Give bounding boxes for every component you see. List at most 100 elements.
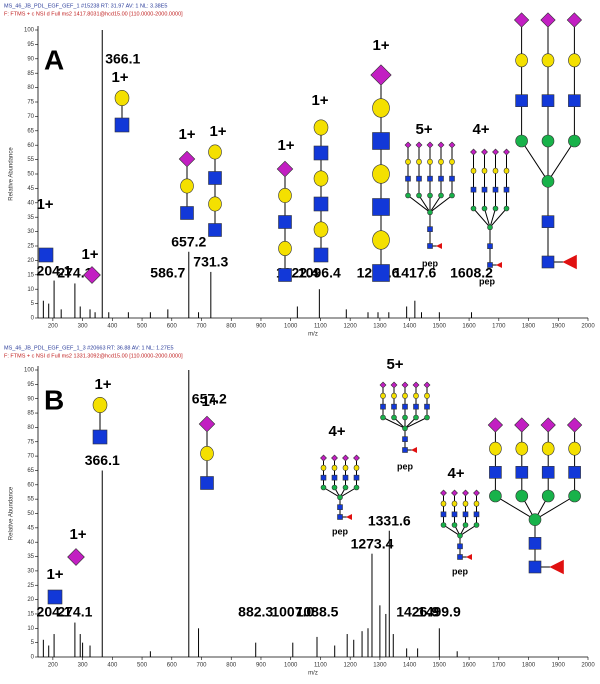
x-tick-label: 1500 — [433, 324, 447, 330]
x-tick-label: 700 — [197, 324, 208, 330]
glycan-link — [521, 140, 549, 182]
y-tick-label: 25 — [27, 244, 34, 250]
glycan-circle — [380, 414, 386, 421]
glycan-circle — [208, 144, 222, 160]
glycan-square — [47, 589, 63, 605]
x-tick-label: 1100 — [314, 324, 328, 330]
y-tick-label: 0 — [31, 316, 35, 322]
glycan-circle — [427, 158, 433, 165]
glycan-diamond — [440, 489, 447, 497]
glycan-circle — [470, 205, 477, 212]
glycan-circle — [438, 192, 444, 199]
glycan-diamond — [423, 381, 431, 389]
glycan-square — [473, 511, 480, 518]
glycan-square — [427, 243, 433, 249]
glycan-circle — [487, 224, 493, 231]
y-tick-label: 85 — [27, 71, 34, 77]
glycan-circle — [200, 446, 214, 461]
glycan-link — [534, 495, 575, 521]
glycan-diamond — [83, 266, 101, 284]
glycan-square — [353, 474, 360, 481]
glycan-link — [473, 208, 491, 228]
glycan-circle — [515, 134, 528, 148]
y-tick-label: 100 — [24, 368, 35, 374]
glycan-circle — [568, 134, 581, 148]
glycan-circle — [402, 392, 408, 399]
y-tick-label: 45 — [27, 525, 34, 531]
glycan-circle — [405, 192, 411, 199]
charge-label: 5+ — [386, 356, 403, 373]
glycan-diamond — [320, 454, 327, 462]
glycan-circle — [528, 513, 542, 526]
glycan-circle — [391, 392, 397, 399]
glycan-square — [470, 186, 477, 193]
glycan-circle — [180, 178, 194, 194]
x-tick-label: 1300 — [373, 324, 387, 330]
y-tick-label: 10 — [27, 287, 34, 293]
glycan-circle — [416, 192, 422, 199]
y-tick-label: 35 — [27, 215, 34, 221]
y-tick-label: 80 — [27, 85, 34, 91]
glycan-triangle — [411, 447, 417, 453]
x-axis-label: m/z — [308, 332, 318, 338]
charge-label: 1+ — [111, 69, 128, 86]
y-tick-label: 40 — [27, 200, 34, 206]
glycan-square — [440, 511, 447, 518]
glycan-diamond — [331, 454, 338, 462]
y-tick-label: 75 — [27, 100, 34, 106]
glycan-link — [489, 208, 496, 228]
peak-label: 1007.0 — [271, 604, 314, 620]
y-tick-label: 85 — [27, 411, 34, 417]
glycan-diamond — [487, 417, 504, 433]
glycan-link — [484, 208, 491, 228]
x-tick-label: 2000 — [581, 663, 595, 669]
glycan-circle — [313, 170, 329, 187]
glycan-circle — [462, 522, 469, 528]
glycan-square — [515, 466, 529, 479]
spectrum-panel: MS_46_JB_PDL_EGF_GEF_1 #15238 RT: 31.97 … — [4, 3, 595, 337]
peak-label: 204.1 — [37, 262, 72, 278]
y-tick-label: 75 — [27, 439, 34, 445]
x-tick-label: 1600 — [462, 324, 476, 330]
glycan-diamond — [276, 160, 294, 178]
y-tick-label: 50 — [27, 511, 34, 517]
glycan-square — [313, 196, 329, 212]
glycan-square — [391, 403, 397, 410]
glycan-square — [568, 466, 581, 479]
glycan-circle — [541, 53, 555, 68]
y-tick-label: 60 — [27, 482, 34, 488]
glycan-circle — [313, 119, 329, 136]
glycan-circle — [440, 522, 447, 528]
glycan-diamond — [353, 454, 360, 462]
spectrum-panel: MS_46_JB_PDL_EGF_GEF_1_3 #20663 RT: 36.8… — [4, 345, 595, 676]
y-axis-label: Relative Abundance — [9, 486, 15, 540]
glycan-circle — [413, 414, 419, 421]
x-tick-label: 1900 — [552, 324, 566, 330]
y-tick-label: 40 — [27, 540, 34, 546]
glycan-link — [404, 417, 428, 429]
x-tick-label: 1700 — [492, 663, 506, 669]
peak-label: 366.1 — [85, 452, 120, 468]
x-tick-label: 1000 — [284, 324, 298, 330]
glycan-circle — [568, 441, 581, 456]
glycan-circle — [313, 221, 329, 238]
charge-label: 1+ — [311, 92, 328, 109]
x-tick-label: 600 — [167, 324, 178, 330]
glycan-triangle — [549, 559, 564, 575]
glycan-square — [427, 226, 433, 232]
glycan-square — [208, 171, 222, 185]
glycan-circle — [515, 53, 528, 68]
glycan-diamond — [426, 141, 434, 149]
x-tick-label: 400 — [107, 663, 118, 669]
glycan-square — [200, 476, 214, 490]
y-tick-label: 95 — [27, 42, 34, 48]
y-tick-label: 90 — [27, 56, 34, 62]
peak-label: 731.3 — [193, 254, 228, 270]
glycan-diamond — [437, 141, 445, 149]
charge-label: 1+ — [46, 566, 63, 583]
glycan-diamond — [513, 12, 530, 28]
y-tick-label: 25 — [27, 583, 34, 589]
glycan-circle — [427, 209, 433, 216]
glycan-square — [402, 447, 408, 453]
y-tick-label: 45 — [27, 186, 34, 192]
